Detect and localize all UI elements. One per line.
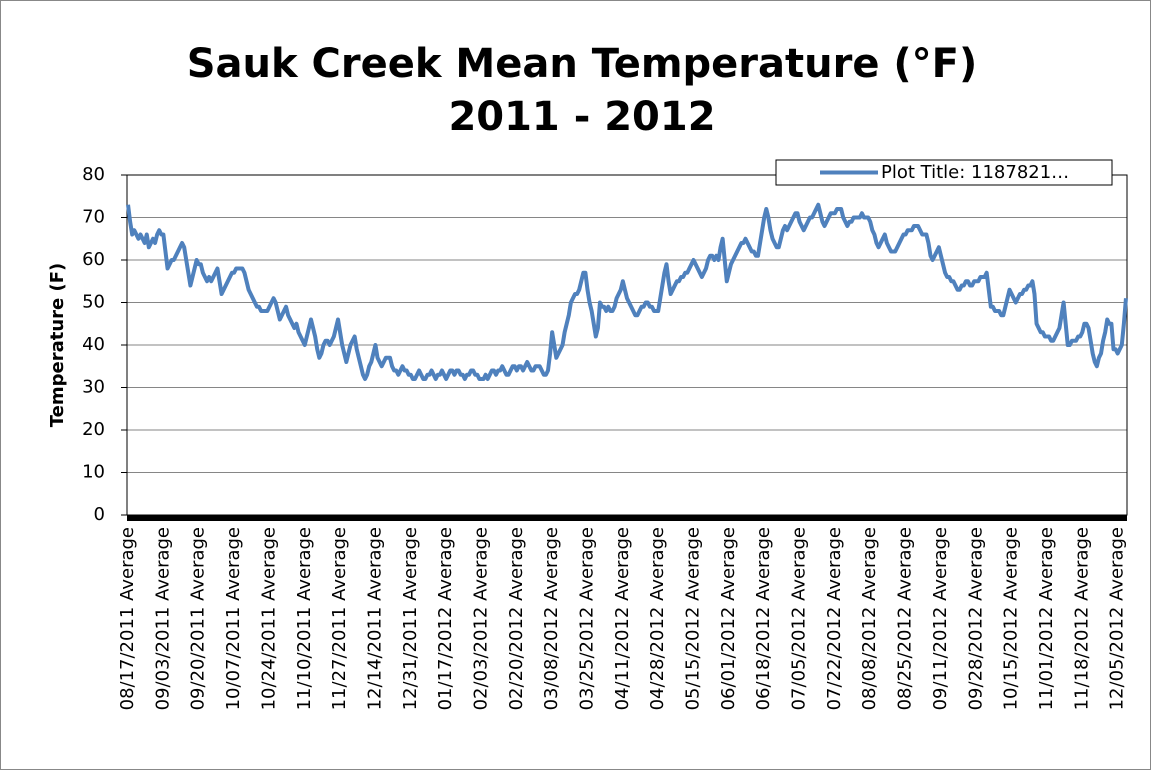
x-tick-label: 11/01/2012 Average: [1036, 527, 1057, 710]
x-tick-label: 09/11/2012 Average: [930, 527, 951, 710]
y-tick-label: 10: [82, 462, 105, 483]
x-tick-label: 10/07/2011 Average: [223, 527, 244, 710]
x-tick-label: 08/17/2011 Average: [117, 527, 138, 710]
x-tick-label: 02/03/2012 Average: [470, 527, 491, 710]
x-tick-label: 04/11/2012 Average: [612, 527, 633, 710]
x-tick-label: 10/24/2011 Average: [258, 527, 279, 710]
x-tick-label: 12/14/2011 Average: [364, 527, 385, 710]
x-tick-label: 09/20/2011 Average: [188, 527, 209, 710]
x-tick-label: 06/01/2012 Average: [718, 527, 739, 710]
x-tick-label: 11/18/2012 Average: [1071, 527, 1092, 710]
x-tick-label: 11/10/2011 Average: [294, 527, 315, 710]
y-tick-label: 30: [82, 377, 105, 398]
x-tick-label: 07/22/2012 Average: [824, 527, 845, 710]
y-tick-label: 60: [82, 249, 105, 270]
y-tick-label: 0: [94, 504, 105, 525]
y-axis-title: Temperature (F): [47, 263, 68, 428]
x-tick-label: 12/05/2012 Average: [1107, 527, 1128, 710]
legend-label: Plot Title: 1187821…: [881, 162, 1069, 183]
x-tick-label: 01/17/2012 Average: [435, 527, 456, 710]
data-line: [126, 202, 1128, 381]
x-tick-label: 10/15/2012 Average: [1001, 527, 1022, 710]
x-tick-label: 05/15/2012 Average: [683, 527, 704, 710]
x-tick-label: 02/20/2012 Average: [506, 527, 527, 710]
x-tick-label: 03/25/2012 Average: [576, 527, 597, 710]
y-tick-label: 70: [82, 207, 105, 228]
y-tick-label: 80: [82, 164, 105, 185]
x-tick-label: 06/18/2012 Average: [753, 527, 774, 710]
x-tick-label: 09/28/2012 Average: [965, 527, 986, 710]
x-tick-label: 11/27/2011 Average: [329, 527, 350, 710]
x-tick-label: 12/31/2011 Average: [400, 527, 421, 710]
chart-title: Sauk Creek Mean Temperature (°F) 2011 - …: [186, 41, 978, 140]
y-tick-label: 40: [82, 334, 105, 355]
x-tick-label: 07/05/2012 Average: [789, 527, 810, 710]
x-tick-label: 08/25/2012 Average: [895, 527, 916, 710]
y-tick-label: 50: [82, 292, 105, 313]
x-tick-label: 08/08/2012 Average: [859, 527, 880, 710]
x-tick-label: 04/28/2012 Average: [647, 527, 668, 710]
x-tick-label: 09/03/2011 Average: [152, 527, 173, 710]
x-tick-label: 03/08/2012 Average: [541, 527, 562, 710]
x-tick-band: [127, 515, 1127, 521]
y-tick-label: 20: [82, 419, 105, 440]
